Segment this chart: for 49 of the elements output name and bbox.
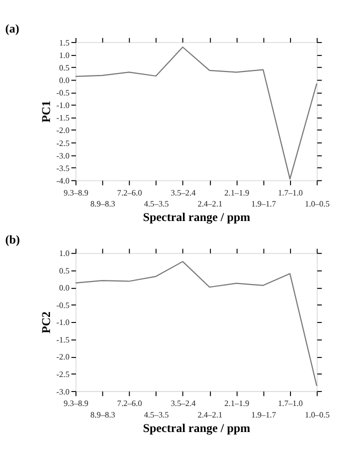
y-tick-label: -4.0: [56, 176, 70, 186]
y-tick-label: 1.5: [59, 38, 70, 48]
y-tick-label: 1.0: [59, 249, 70, 258]
y-tick-label: 0.5: [59, 63, 70, 72]
x-tick-label: 9.3–8.9: [64, 188, 88, 198]
y-tick-label: -3.0: [56, 387, 70, 396]
y-tick-label: 0.5: [59, 266, 70, 276]
x-tick-label: 1.9–1.7: [251, 410, 276, 420]
x-tick-label: 1.7–1.0: [278, 399, 303, 408]
y-tick-label: -3.0: [56, 151, 70, 160]
y-tick-label: -2.5: [56, 370, 70, 380]
y-tick-label: -2.0: [56, 352, 70, 362]
line-series: [74, 46, 318, 180]
y-tick-label: -2.5: [56, 138, 70, 148]
x-tick-label: 8.9–8.3: [90, 410, 116, 420]
x-tick-label: 1.0–0.5: [304, 410, 330, 420]
x-axis-title: Spectral range / ppm: [142, 421, 250, 436]
x-tick-label: 2.4–2.1: [198, 199, 222, 208]
x-tick-label: 7.2–6.0: [117, 399, 142, 408]
x-tick-label: 2.1–1.9: [224, 188, 250, 198]
x-tick-label: 8.9–8.3: [90, 199, 116, 208]
y-tick-label: -2.0: [56, 126, 70, 136]
y-tick-label: -3.5: [56, 164, 70, 173]
y-tick-label: -1.0: [56, 101, 70, 110]
x-tick-label: 1.0–0.5: [304, 199, 330, 208]
x-tick-label: 7.2–6.0: [117, 188, 142, 198]
y-tick-label: -0.5: [56, 88, 70, 98]
y-tick-label: -0.5: [56, 300, 70, 310]
chart-title: (b): [5, 232, 20, 246]
line-series: [74, 261, 318, 386]
y-tick-label: -1.5: [56, 114, 70, 123]
x-tick-label: 4.5–3.5: [144, 410, 169, 420]
y-tick-label: 1.0: [59, 50, 70, 60]
y-tick-label: 0.0: [59, 76, 70, 85]
x-tick-label: 3.5–2.4: [170, 399, 196, 408]
x-tick-label: 3.5–2.4: [170, 188, 196, 198]
x-tick-label: 1.7–1.0: [278, 188, 303, 198]
y-tick-label: -1.0: [56, 318, 70, 328]
x-tick-label: 4.5–3.5: [144, 199, 169, 208]
y-tick-label: -1.5: [56, 335, 70, 344]
x-tick-label: 9.3–8.9: [64, 399, 88, 408]
chart-title: (a): [5, 21, 20, 36]
x-tick-label: 2.4–2.1: [198, 410, 222, 420]
y-axis-title: PC2: [38, 311, 53, 334]
x-tick-label: 1.9–1.7: [251, 199, 276, 208]
x-tick-label: 2.1–1.9: [224, 399, 250, 408]
y-axis-title: PC1: [38, 100, 53, 123]
x-axis-title: Spectral range / ppm: [142, 210, 250, 224]
y-tick-label: 0.0: [59, 284, 70, 293]
